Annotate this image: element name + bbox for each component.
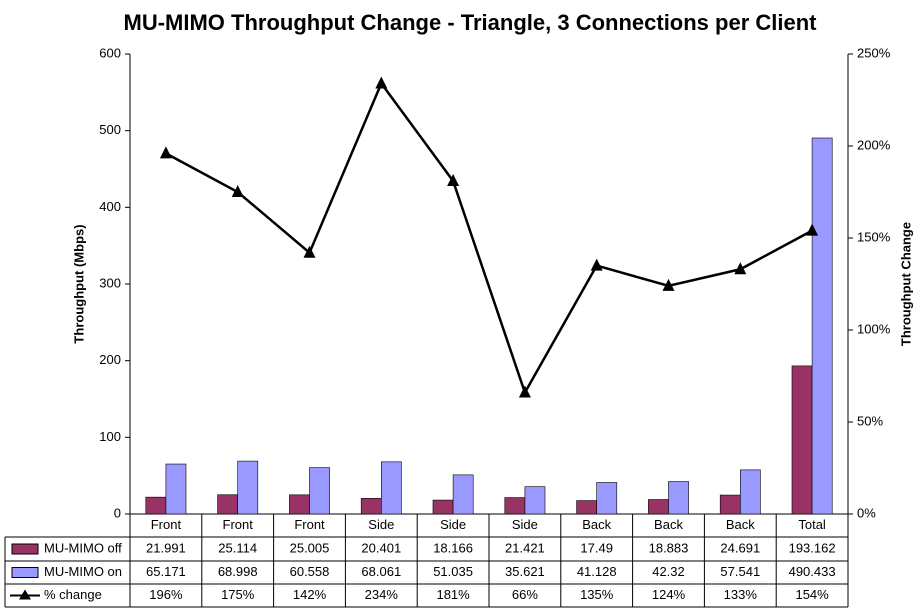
bar: [719, 494, 741, 515]
x-tick-label: Side: [368, 517, 394, 532]
x-tick-label: Back: [726, 517, 755, 532]
y2-tick-label: 50%: [857, 413, 883, 428]
x-tick-label: Front: [223, 517, 254, 532]
y2-tick-label: 100%: [857, 321, 891, 336]
y-tick-label: 600: [99, 45, 121, 60]
table-cell: 154%: [795, 587, 829, 602]
bar: [237, 460, 259, 515]
y2-tick-label: 150%: [857, 229, 891, 244]
legend-key: [11, 543, 39, 555]
x-tick-label: Front: [151, 517, 182, 532]
bar: [596, 482, 618, 515]
bar: [380, 461, 402, 515]
legend-label: MU-MIMO on: [44, 564, 122, 579]
y2-tick-label: 200%: [857, 137, 891, 152]
bar: [524, 486, 546, 515]
bar: [668, 481, 689, 515]
bar: [432, 499, 454, 515]
table-cell: 24.691: [720, 540, 760, 555]
legend-label: MU-MIMO off: [44, 540, 122, 555]
x-tick-label: Front: [294, 517, 325, 532]
table-cell: 193.162: [789, 540, 836, 555]
table-cell: 196%: [149, 587, 183, 602]
table-cell: 68.998: [218, 564, 258, 579]
legend-key: [11, 567, 39, 578]
legend-label: % change: [44, 587, 102, 602]
table-cell: 21.991: [146, 540, 186, 555]
bar: [289, 494, 310, 515]
bar: [791, 365, 813, 515]
table-cell: 17.49: [580, 540, 613, 555]
table-cell: 65.171: [146, 564, 186, 579]
bar: [165, 463, 187, 515]
x-tick-label: Back: [582, 517, 611, 532]
bar: [145, 496, 167, 515]
x-tick-label: Total: [798, 517, 826, 532]
y2-axis-title: Throughput Change: [898, 222, 913, 346]
table-cell: 181%: [436, 587, 470, 602]
legend-key: [19, 589, 31, 600]
table-cell: 124%: [652, 587, 686, 602]
table-cell: 133%: [724, 587, 758, 602]
y-tick-label: 200: [99, 352, 121, 367]
y-tick-label: 400: [99, 199, 121, 214]
y-axis-title: Throughput (Mbps): [71, 224, 86, 343]
table-cell: 68.061: [361, 564, 401, 579]
table-cell: 142%: [293, 587, 327, 602]
bar: [648, 499, 669, 515]
y2-tick-label: 0%: [857, 505, 876, 520]
table-cell: 60.558: [290, 564, 330, 579]
y-tick-label: 300: [99, 275, 121, 290]
table-cell: 41.128: [577, 564, 617, 579]
table-cell: 234%: [365, 587, 399, 602]
bar: [811, 137, 833, 515]
table-cell: 35.621: [505, 564, 545, 579]
bar: [576, 500, 598, 515]
y-tick-label: 500: [99, 122, 121, 137]
table-cell: 20.401: [361, 540, 401, 555]
chart-title: MU-MIMO Throughput Change - Triangle, 3 …: [124, 10, 818, 35]
bar: [739, 469, 761, 515]
marker: [734, 262, 747, 275]
table-cell: 57.541: [720, 564, 760, 579]
table-cell: 175%: [221, 587, 255, 602]
marker: [447, 173, 460, 186]
bar: [452, 474, 474, 515]
marker: [662, 278, 675, 291]
x-tick-label: Side: [440, 517, 466, 532]
x-tick-label: Back: [654, 517, 683, 532]
marker: [231, 185, 244, 197]
table-cell: 18.166: [433, 540, 473, 555]
bar: [360, 498, 382, 515]
marker: [518, 385, 531, 398]
marker: [590, 258, 603, 271]
table-cell: 21.421: [505, 540, 545, 555]
y-tick-label: 100: [99, 429, 121, 444]
y2-tick-label: 250%: [857, 45, 891, 60]
table-cell: 25.114: [218, 540, 257, 555]
table-cell: 18.883: [649, 540, 689, 555]
marker: [159, 146, 172, 159]
table-cell: 66%: [512, 587, 538, 602]
table-cell: 51.035: [433, 564, 473, 579]
table-cell: 25.005: [290, 540, 330, 555]
x-tick-label: Side: [512, 517, 538, 532]
bar: [309, 467, 330, 515]
bar: [217, 494, 238, 515]
table-cell: 135%: [580, 587, 614, 602]
bar: [504, 497, 526, 515]
y-tick-label: 0: [114, 505, 121, 520]
marker: [375, 76, 388, 89]
line: [165, 80, 813, 396]
marker: [806, 223, 819, 236]
marker: [303, 245, 316, 258]
table-cell: 490.433: [789, 564, 836, 579]
table-cell: 42.32: [652, 564, 685, 579]
